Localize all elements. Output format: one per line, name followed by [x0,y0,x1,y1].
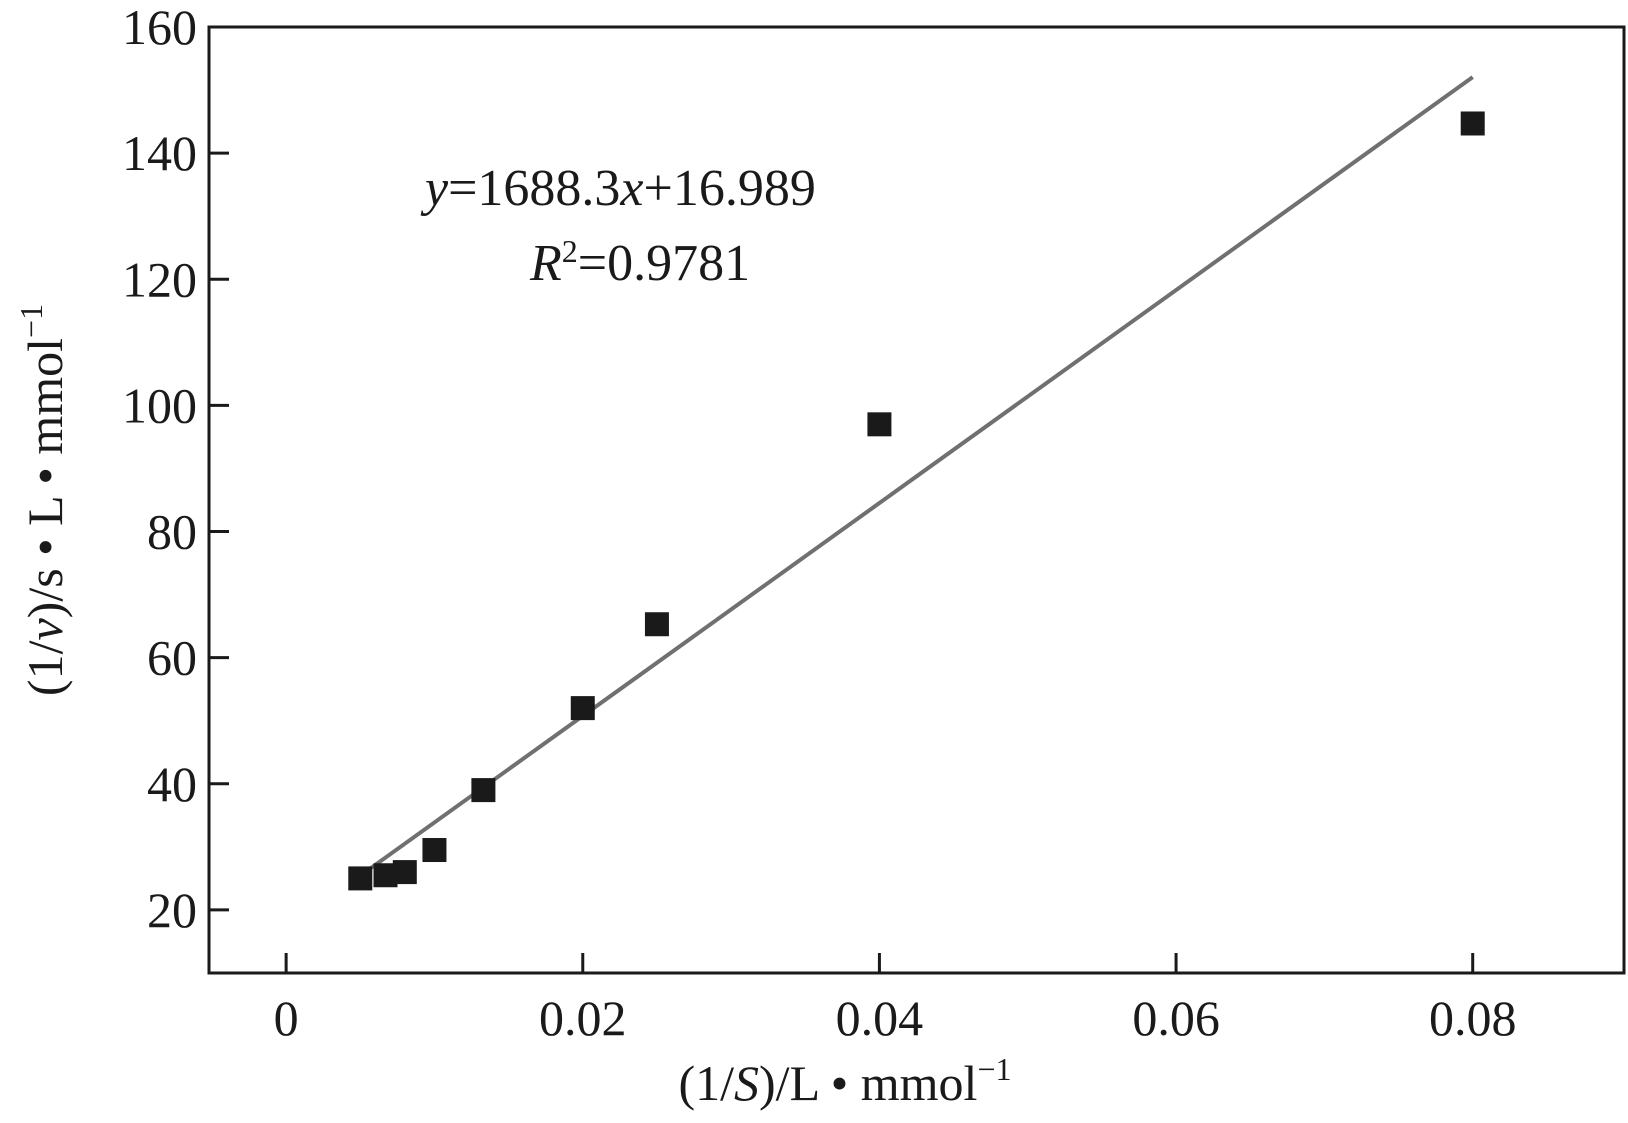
x-tick-label: 0.04 [836,990,924,1046]
x-tick-label: 0.06 [1132,990,1220,1046]
x-axis-title-variable: S [734,1055,759,1111]
equation-y-symbol: y [420,160,449,217]
data-point [644,612,669,637]
r-squared-value: =0.9781 [578,235,750,292]
equation-intercept: +16.989 [644,160,816,217]
equation-annotation: y=1688.3x+16.989 [420,160,816,217]
r-squared-annotation: R2=0.9781 [529,233,750,292]
data-point [471,778,496,803]
data-point [570,696,595,721]
y-axis-title: (1/v)/s • L • mmol−1 [13,304,73,696]
trend-line [359,75,1474,878]
data-point [348,866,373,891]
y-axis-title-variable: v [17,618,73,641]
x-axis-title-exponent: −1 [977,1051,1011,1087]
equation-x-symbol: x [619,160,643,217]
y-axis-title-part-2: )/s • L • mmol [17,338,73,618]
x-tick-label: 0 [274,990,299,1046]
x-axis-title-part-2: )/L • mmol [759,1055,977,1111]
y-tick-label: 100 [122,377,197,433]
x-tick-label: 0.08 [1429,990,1517,1046]
y-tick-label: 60 [147,630,197,686]
plot-frame [207,25,1626,975]
data-point [867,412,892,437]
y-axis-title-part-1: (1/ [17,640,73,696]
data-point [422,838,447,863]
y-tick-label: 20 [147,882,197,938]
x-tick-label: 0.02 [539,990,627,1046]
equation-slope: =1688.3 [448,160,620,217]
y-tick-label: 40 [147,756,197,812]
data-point [392,860,417,885]
y-axis-title-exponent: −1 [13,304,49,338]
r-squared-exponent: 2 [562,233,578,269]
y-tick-label: 140 [122,125,197,181]
y-tick-label: 160 [122,0,197,55]
y-tick-label: 120 [122,251,197,307]
x-axis-title-part-1: (1/ [678,1055,734,1111]
y-tick-label: 80 [147,504,197,560]
data-point [1460,111,1485,136]
x-axis-title: (1/S)/L • mmol−1 [678,1051,1011,1111]
r-squared-symbol: R [529,235,562,292]
